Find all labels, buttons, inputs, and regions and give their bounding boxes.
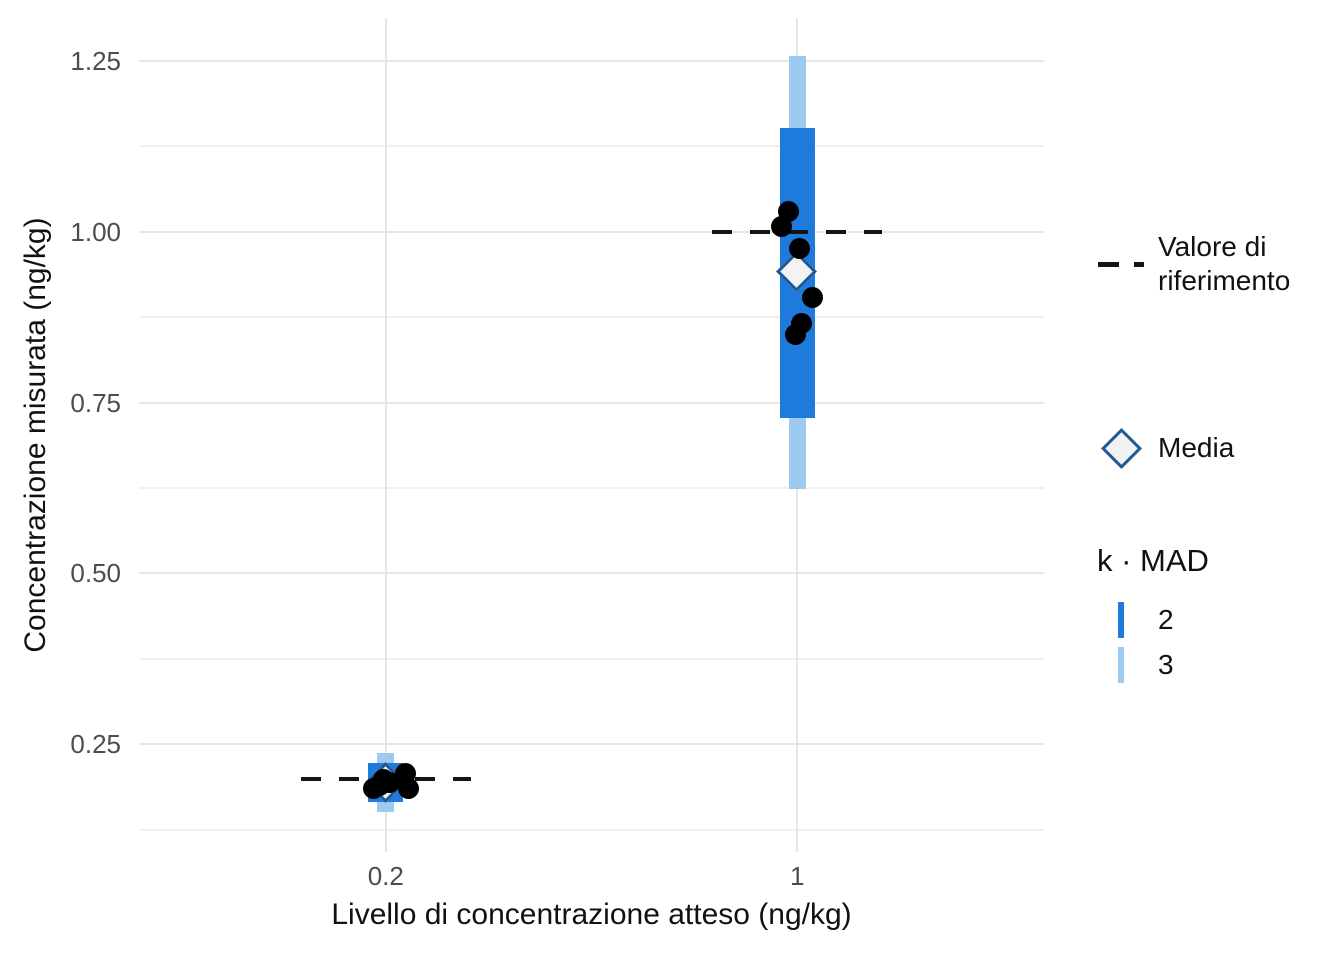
legend-label-kmad-2: 2	[1158, 604, 1174, 635]
data-point	[777, 201, 799, 223]
x-axis-title: Livello di concentrazione atteso (ng/kg)	[331, 898, 852, 931]
x-tick-label: 1	[789, 861, 805, 891]
gridline-major-y	[139, 59, 1044, 62]
gridline-minor-y	[139, 316, 1044, 318]
gridline-major-y	[139, 230, 1044, 233]
kmad3-bar-icon	[1118, 647, 1124, 683]
plot-panel	[139, 18, 1044, 852]
legend-key-kmad-2	[1096, 602, 1146, 638]
gridline-major-y	[139, 572, 1044, 575]
legend-entry-kmad-3: 3	[1096, 647, 1174, 683]
legend-entry-reference: Valore di riferimento	[1096, 230, 1318, 298]
legend-entry-kmad-2: 2	[1096, 602, 1174, 638]
reference-line	[712, 229, 883, 234]
legend-label-mean: Media	[1158, 432, 1235, 463]
gridline-minor-y	[139, 658, 1044, 660]
y-tick-label: 0.75	[70, 387, 121, 418]
dashed-line-icon	[1098, 261, 1144, 267]
legend-entry-mean: Media	[1096, 425, 1234, 471]
legend-key-kmad-3	[1096, 647, 1146, 683]
data-point	[784, 323, 806, 345]
data-point	[398, 777, 420, 799]
legend-label-kmad-3: 3	[1158, 649, 1174, 680]
legend-key-reference	[1096, 261, 1146, 267]
data-point	[369, 774, 391, 796]
y-tick-label: 1.00	[70, 216, 121, 247]
y-tick-label: 1.25	[70, 45, 121, 76]
y-tick-label: 0.50	[70, 558, 121, 589]
gridline-minor-y	[139, 829, 1044, 831]
legend-label-reference: Valore di riferimento	[1158, 231, 1291, 296]
diamond-icon	[1100, 427, 1142, 469]
y-tick-label: 0.25	[70, 729, 121, 760]
gridline-minor-y	[139, 487, 1044, 489]
gridline-x	[384, 18, 388, 852]
legend-key-mean	[1096, 427, 1146, 469]
x-tick-label: 0.2	[367, 861, 404, 891]
gridline-major-y	[139, 401, 1044, 404]
gridline-minor-y	[139, 145, 1044, 147]
data-point	[801, 287, 823, 309]
legend-kmad-title: k · MAD	[1097, 543, 1209, 578]
gridline-major-y	[139, 743, 1044, 746]
kmad2-bar-icon	[1118, 602, 1124, 638]
data-point	[788, 238, 810, 260]
